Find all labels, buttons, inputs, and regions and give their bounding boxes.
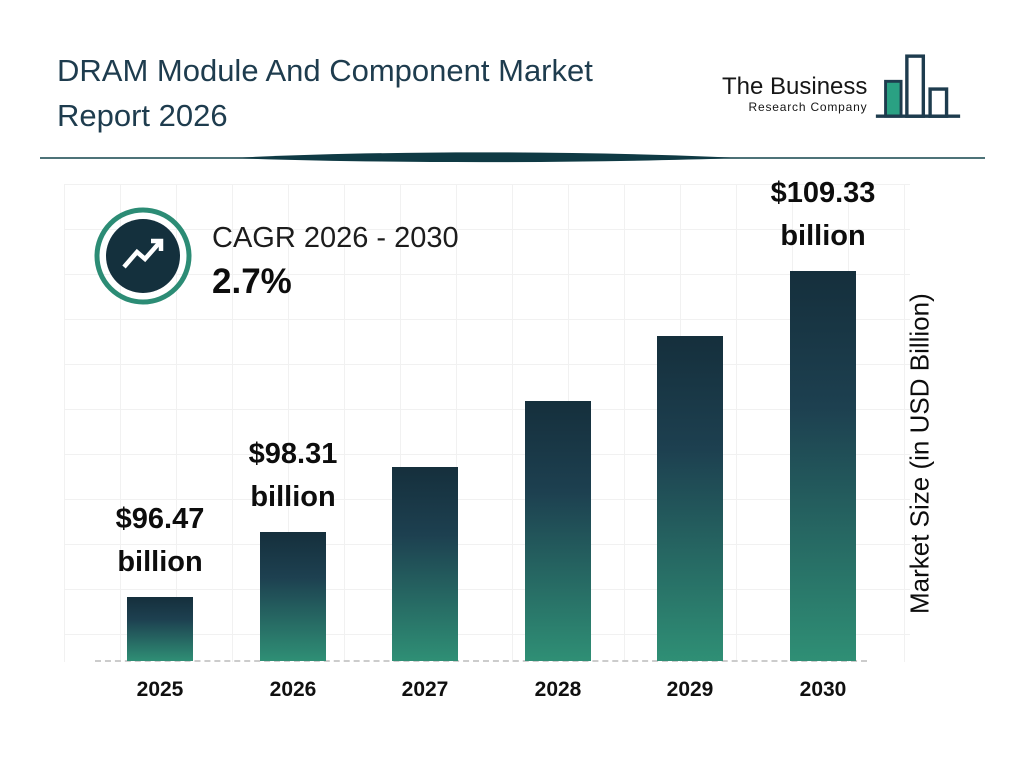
- bar-value-label-2026: $98.31 billion: [183, 433, 403, 519]
- x-axis-label-2026: 2026: [269, 678, 317, 701]
- x-axis-label-2028: 2028: [534, 678, 582, 701]
- bar-2030: [790, 271, 856, 661]
- page-title: DRAM Module And Component Market Report …: [57, 48, 717, 138]
- x-axis-label-2030: 2030: [799, 678, 847, 701]
- growth-trend-icon: [93, 206, 193, 311]
- x-axis-label-2027: 2027: [401, 678, 449, 701]
- page-title-line1: DRAM Module And Component Market: [57, 53, 593, 88]
- cagr-label: CAGR 2026 - 2030: [212, 222, 459, 254]
- x-axis-labels: 2025 2026 2027 2028 2029 2030: [95, 678, 867, 710]
- bar-value-amount: $109.33: [770, 177, 876, 209]
- plot-gridlines: [64, 184, 910, 662]
- bar-value-unit: billion: [250, 481, 336, 513]
- y-axis-title: Market Size (in USD Billion): [904, 293, 935, 615]
- bar-value-unit: billion: [117, 546, 203, 578]
- bar-value-label-2025: $96.47 billion: [50, 498, 270, 584]
- header-divider: [0, 150, 1024, 166]
- bar-2027: [392, 467, 458, 661]
- company-logo-text: The Business Research Company: [722, 73, 867, 114]
- cagr-value: 2.7%: [212, 262, 292, 301]
- company-subname: Research Company: [748, 100, 868, 114]
- bar-value-amount: $98.31: [248, 438, 338, 470]
- page-title-line2: Report 2026: [57, 98, 228, 133]
- bar-2025: [127, 597, 193, 661]
- x-axis-label-2025: 2025: [136, 678, 184, 701]
- bar-value-amount: $96.47: [115, 503, 205, 535]
- bar-2029: [657, 336, 723, 661]
- x-axis-baseline: [95, 660, 867, 662]
- bar-2028: [525, 401, 591, 661]
- x-axis-label-2029: 2029: [666, 678, 714, 701]
- bar-chart-logo-icon: [872, 52, 964, 135]
- bar-area: $96.47 billion $98.31 billion $109.33 billion: [95, 177, 875, 662]
- bar-value-label-2030: $109.33 billion: [713, 172, 933, 258]
- bar-2026: [260, 532, 326, 661]
- company-name: The Business: [722, 73, 868, 100]
- bar-value-unit: billion: [780, 220, 866, 252]
- company-logo: The Business Research Company: [722, 52, 964, 135]
